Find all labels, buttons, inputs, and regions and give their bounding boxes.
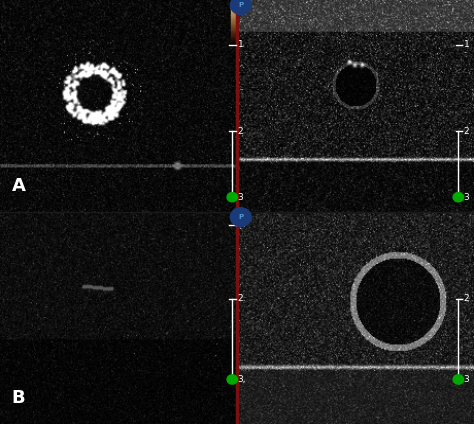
Text: 2: 2: [464, 127, 469, 136]
Text: 3: 3: [237, 192, 243, 202]
Text: P: P: [238, 214, 243, 220]
Text: 1.: 1.: [237, 220, 246, 229]
Text: 3: 3: [464, 192, 469, 202]
Text: 1: 1: [237, 40, 243, 49]
Text: 3,: 3,: [237, 375, 246, 384]
Text: 2: 2: [464, 294, 469, 304]
Text: A: A: [12, 177, 26, 195]
Text: B: B: [12, 389, 26, 407]
Text: 2.: 2.: [237, 294, 246, 304]
Text: 1: 1: [464, 40, 469, 49]
Text: 3: 3: [464, 375, 469, 384]
Text: 2: 2: [237, 127, 243, 136]
Text: P: P: [238, 2, 243, 8]
